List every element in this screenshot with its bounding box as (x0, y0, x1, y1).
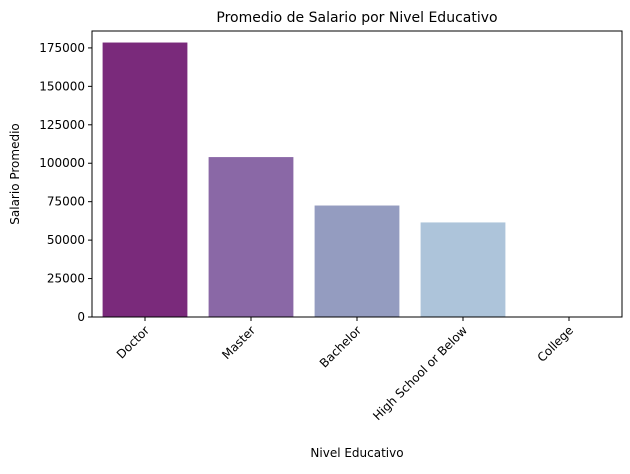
y-tick-label: 75000 (47, 195, 85, 209)
x-tick-label: High School or Below (370, 323, 470, 423)
y-tick-label: 25000 (47, 272, 85, 286)
bar-master (208, 157, 294, 317)
chart-title: Promedio de Salario por Nivel Educativo (216, 10, 497, 26)
y-tick-label: 150000 (39, 79, 85, 93)
x-tick-label: Bachelor (317, 323, 364, 370)
x-tick-label: Doctor (114, 323, 152, 361)
bar-high-school-or-below (420, 222, 506, 317)
y-tick-label: 0 (77, 310, 85, 324)
x-axis-label: Nivel Educativo (310, 446, 403, 460)
bar-doctor (102, 42, 188, 317)
bars-group (102, 42, 506, 317)
x-axis: Doctor Master Bachelor High School or Below… (114, 317, 576, 423)
y-axis: 0 25000 50000 75000 100000 125000 150000 175000 (39, 41, 92, 324)
bar-bachelor (314, 205, 400, 317)
x-tick-label: College (535, 323, 577, 365)
y-tick-label: 50000 (47, 233, 85, 247)
y-tick-label: 125000 (39, 118, 85, 132)
y-axis-label: Salario Promedio (8, 123, 22, 224)
plot-area-frame (91, 30, 623, 318)
y-tick-label: 175000 (39, 41, 85, 55)
y-tick-label: 100000 (39, 156, 85, 170)
x-tick-label: Master (219, 323, 258, 362)
